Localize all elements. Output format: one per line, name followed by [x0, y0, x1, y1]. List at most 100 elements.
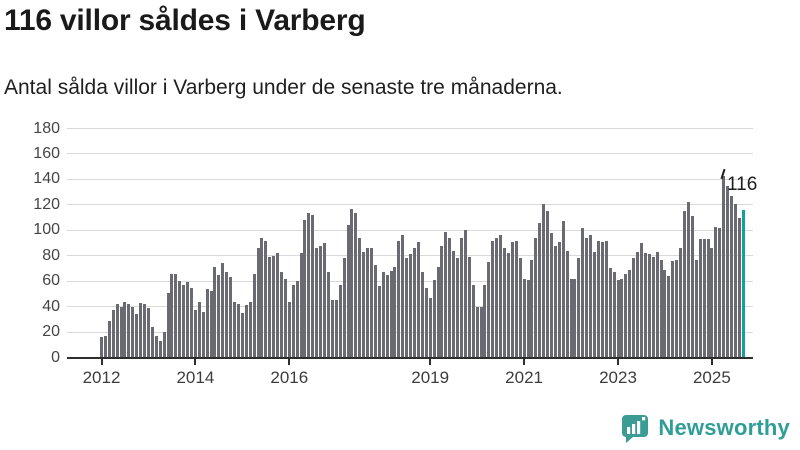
- x-axis-line: [67, 357, 753, 359]
- bar: [538, 222, 542, 358]
- y-axis-tick-label: 140: [33, 170, 60, 188]
- bar: [370, 248, 373, 358]
- bar: [244, 305, 248, 358]
- gridline-y-180: [67, 128, 753, 129]
- bar: [150, 327, 154, 358]
- bar: [589, 235, 593, 358]
- bar: [585, 237, 589, 358]
- bar: [307, 212, 311, 358]
- bar: [186, 282, 190, 358]
- bar: [209, 291, 213, 358]
- bar: [569, 278, 573, 358]
- bar: [729, 195, 733, 358]
- bar: [577, 258, 581, 358]
- bar: [358, 237, 362, 358]
- bar: [432, 279, 436, 358]
- bar: [182, 285, 186, 358]
- bar: [299, 253, 303, 358]
- bar: [690, 216, 694, 358]
- bar: [260, 237, 264, 358]
- bar: [448, 237, 452, 358]
- bar: [714, 226, 718, 358]
- bar: [373, 264, 377, 358]
- bar: [143, 304, 147, 358]
- bar: [319, 245, 323, 358]
- bar: [397, 240, 401, 358]
- newsworthy-logo-icon: [620, 413, 650, 444]
- x-axis-tick-label: 2019: [411, 368, 450, 387]
- bar: [295, 281, 299, 358]
- highlighted-bar: [741, 209, 745, 358]
- bar: [550, 232, 553, 358]
- x-axis-tick: [617, 359, 619, 365]
- bar: [217, 274, 221, 358]
- bar: [581, 227, 585, 358]
- bar: [276, 253, 280, 358]
- bar: [456, 258, 460, 358]
- bar: [201, 311, 205, 358]
- bar: [401, 235, 405, 358]
- x-axis-tick-label: 2025: [692, 368, 731, 387]
- bar: [506, 253, 510, 358]
- bar: [679, 248, 683, 358]
- bar: [346, 225, 350, 358]
- bar: [671, 260, 675, 358]
- y-axis-tick-label: 100: [33, 221, 60, 239]
- last-value-label: 116: [727, 174, 758, 195]
- bar: [557, 241, 561, 358]
- bar: [436, 267, 440, 358]
- y-axis-tick-label: 160: [33, 144, 60, 162]
- bar: [444, 231, 448, 358]
- bar: [280, 272, 283, 358]
- bar: [162, 332, 166, 358]
- bar: [659, 259, 663, 358]
- x-axis-tick-label: 2016: [270, 368, 309, 387]
- bar: [139, 302, 143, 358]
- bar: [698, 239, 702, 358]
- bar: [616, 279, 620, 358]
- bar: [229, 277, 233, 358]
- bar: [483, 285, 487, 358]
- bar: [452, 250, 456, 358]
- x-axis-tick: [523, 359, 526, 365]
- bar: [542, 203, 546, 358]
- bar: [553, 245, 557, 358]
- bar: [495, 237, 499, 358]
- bar: [111, 310, 115, 358]
- y-axis-tick-label: 180: [33, 119, 60, 137]
- bar: [460, 237, 463, 358]
- bar: [522, 278, 526, 358]
- bar: [131, 306, 135, 358]
- bar: [655, 251, 659, 358]
- bar: [330, 300, 334, 358]
- x-axis-tick: [429, 359, 432, 365]
- bar: [710, 248, 714, 358]
- bar: [256, 248, 260, 358]
- gridline-y-160: [67, 153, 753, 155]
- bar: [350, 208, 354, 358]
- bar: [264, 240, 268, 358]
- bar: [463, 230, 467, 358]
- bar: [683, 211, 687, 358]
- bar: [323, 243, 327, 358]
- bar: [283, 278, 287, 358]
- x-axis-tick-label: 2021: [505, 368, 543, 387]
- x-axis-tick: [194, 359, 197, 365]
- bar: [248, 301, 252, 358]
- bar: [467, 257, 471, 358]
- bar: [573, 278, 577, 358]
- bar: [651, 257, 655, 358]
- bar: [193, 310, 197, 358]
- bar: [389, 271, 393, 358]
- bar: [119, 306, 123, 358]
- brand-name: Newsworthy: [658, 415, 790, 440]
- bar: [608, 268, 612, 358]
- bar: [170, 273, 174, 358]
- bar: [103, 335, 107, 358]
- bar: [424, 287, 428, 358]
- bar: [593, 251, 597, 358]
- bar: [612, 272, 616, 358]
- x-axis-tick-label: 2014: [176, 368, 215, 387]
- bar: [639, 243, 643, 358]
